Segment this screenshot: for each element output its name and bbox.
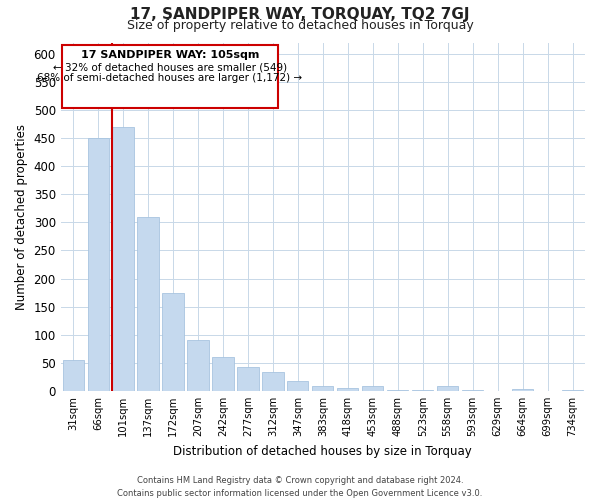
Text: ← 32% of detached houses are smaller (549): ← 32% of detached houses are smaller (54…	[53, 62, 287, 72]
Y-axis label: Number of detached properties: Number of detached properties	[15, 124, 28, 310]
Bar	[137, 216, 158, 391]
Bar	[262, 372, 284, 391]
Bar	[387, 390, 409, 391]
Text: Size of property relative to detached houses in Torquay: Size of property relative to detached ho…	[127, 19, 473, 32]
Bar	[437, 386, 458, 391]
Text: 17 SANDPIPER WAY: 105sqm: 17 SANDPIPER WAY: 105sqm	[81, 50, 259, 60]
Bar	[287, 382, 308, 391]
Bar	[112, 127, 134, 391]
X-axis label: Distribution of detached houses by size in Torquay: Distribution of detached houses by size …	[173, 444, 472, 458]
Bar	[412, 390, 433, 391]
Bar	[238, 368, 259, 391]
Bar	[462, 390, 483, 391]
Bar	[62, 46, 278, 108]
Bar	[312, 386, 334, 391]
Bar	[88, 138, 109, 391]
Text: 68% of semi-detached houses are larger (1,172) →: 68% of semi-detached houses are larger (…	[37, 74, 302, 84]
Bar	[562, 390, 583, 391]
Bar	[337, 388, 358, 391]
Text: Contains HM Land Registry data © Crown copyright and database right 2024.
Contai: Contains HM Land Registry data © Crown c…	[118, 476, 482, 498]
Bar	[212, 357, 233, 391]
Bar	[362, 386, 383, 391]
Bar	[62, 360, 84, 391]
Text: 17, SANDPIPER WAY, TORQUAY, TQ2 7GJ: 17, SANDPIPER WAY, TORQUAY, TQ2 7GJ	[130, 8, 470, 22]
Bar	[187, 340, 209, 391]
Bar	[163, 292, 184, 391]
Bar	[512, 389, 533, 391]
